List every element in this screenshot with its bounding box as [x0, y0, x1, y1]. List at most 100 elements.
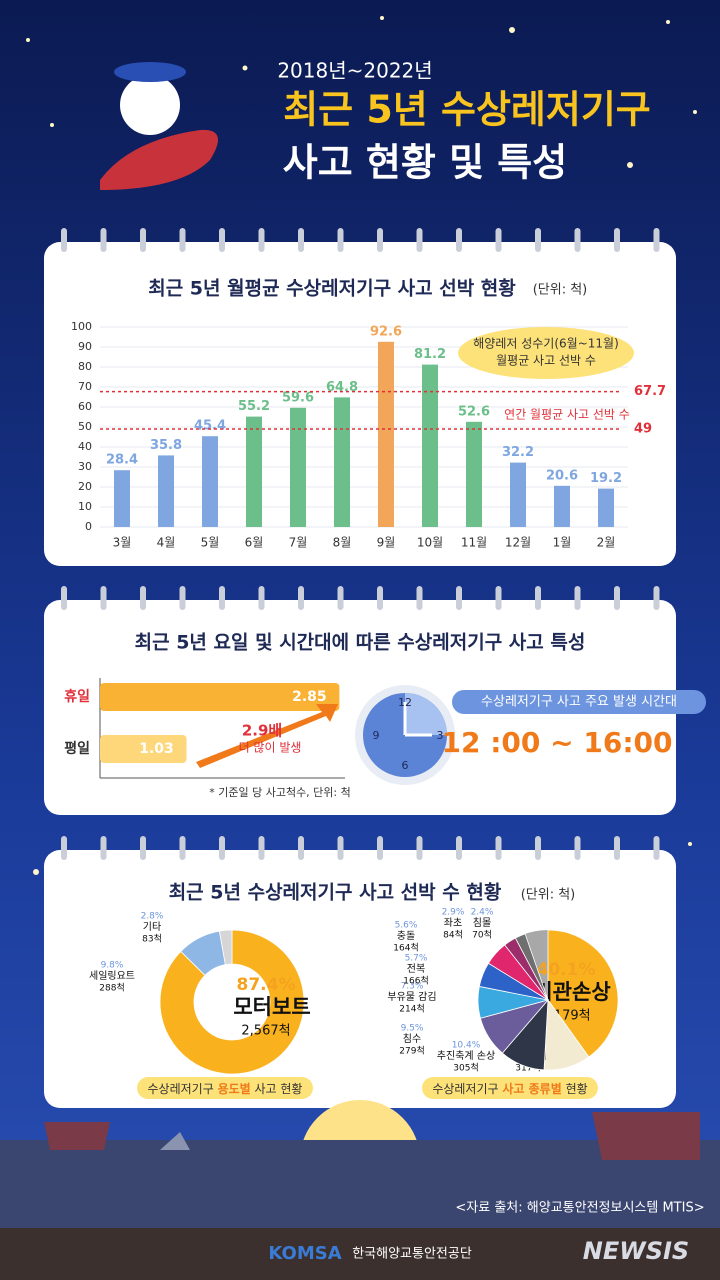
footer-agency: NEWSIS — [583, 1237, 689, 1265]
slice — [159, 929, 305, 1075]
star — [380, 16, 384, 20]
reference-value: 49 — [634, 422, 652, 437]
footer-logo: KOMSA — [268, 1243, 341, 1264]
data-label: 45.4 — [194, 419, 226, 434]
x-tick-label: 4월 — [157, 536, 176, 550]
section-title: 최근 5년 요일 및 시간대에 따른 수상레저기구 사고 특성 — [135, 632, 586, 654]
count-label: 288척 — [99, 983, 124, 994]
y-tick-label: 10 — [78, 500, 92, 513]
x-tick-label: 3월 — [113, 536, 132, 550]
y-tick-label: 60 — [78, 400, 92, 413]
callout — [458, 327, 634, 379]
binder-ring — [298, 228, 304, 252]
y-tick-label: 50 — [78, 420, 92, 433]
bar — [510, 462, 526, 527]
x-tick-label: 12월 — [505, 536, 531, 550]
source: <자료 출처: 해양교통안전정보시스템 MTIS> — [455, 1201, 704, 1216]
clock-label-pill — [452, 690, 706, 714]
annotation: 2.9배 — [242, 722, 282, 740]
binder-ring — [456, 586, 462, 610]
data-label: 59.6 — [282, 390, 314, 405]
star — [33, 869, 39, 875]
count-label: 305척 — [453, 1063, 478, 1074]
binder-ring — [61, 228, 67, 252]
binder-ring — [337, 586, 344, 610]
caption-part: 현황 — [562, 1082, 588, 1096]
star — [509, 27, 515, 33]
unit: (단위: 척) — [521, 888, 576, 903]
bar — [554, 485, 570, 527]
x-tick-label: 11월 — [461, 536, 487, 550]
bar — [246, 416, 262, 527]
bar — [158, 455, 174, 527]
category-label: 평일 — [64, 740, 90, 757]
bar — [598, 488, 614, 527]
stars — [26, 16, 697, 875]
bar — [334, 397, 350, 527]
value-label: 10.4% — [452, 1041, 481, 1051]
binder-ring — [614, 228, 620, 252]
caption-part: 수상레저기구 — [432, 1082, 502, 1096]
x-tick-label: 10월 — [417, 536, 443, 550]
category-label: 추진축계 손상 — [437, 1050, 495, 1062]
binder-ring — [61, 836, 67, 860]
bar — [378, 341, 394, 527]
count-label: 317척 — [515, 1063, 540, 1074]
binder-ring — [258, 836, 265, 860]
x-tick-label: 8월 — [333, 536, 352, 550]
x-tick-label: 5월 — [201, 536, 220, 550]
caption-pill — [137, 1077, 313, 1099]
caption: 수상레저기구 사고 종류별 현황 — [432, 1081, 587, 1096]
value-label: 5.7% — [405, 954, 428, 964]
binder-ring — [653, 228, 660, 252]
binder-ring — [535, 586, 541, 610]
bar — [290, 407, 306, 527]
binder-ring — [653, 836, 660, 860]
count-label: 83척 — [142, 934, 162, 945]
arrow — [196, 704, 338, 768]
category-label: 모터보트 — [233, 995, 310, 1019]
x-tick-label: 1월 — [553, 536, 572, 550]
y-tick-label: 30 — [78, 460, 92, 473]
jet-ski — [100, 129, 218, 190]
data-label: 19.2 — [590, 471, 622, 486]
category-label: 침몰 — [473, 917, 491, 929]
clock-dial: 9 — [373, 729, 380, 742]
footer — [0, 1228, 720, 1280]
star — [26, 38, 30, 42]
data-label: 28.4 — [106, 453, 138, 468]
slice — [514, 933, 549, 1001]
binder-ring — [416, 586, 423, 610]
binder-ring — [416, 836, 423, 860]
binder-ring — [140, 228, 146, 252]
bar — [466, 421, 482, 527]
category-label: 휴일 — [64, 689, 90, 705]
binder-ring — [456, 228, 462, 252]
slice — [218, 929, 233, 966]
binder-ring — [337, 836, 344, 860]
time-range — [405, 693, 447, 735]
bar — [202, 436, 218, 527]
value-label: 5.6% — [395, 921, 418, 931]
value-label: 87.4% — [237, 975, 296, 995]
binder-ring — [61, 586, 67, 610]
binder-ring — [140, 836, 146, 860]
data-label: 52.6 — [458, 404, 490, 419]
count-label: 214척 — [399, 1004, 424, 1015]
binder-ring — [100, 228, 107, 252]
binder-ring — [416, 228, 423, 252]
binder-ring — [535, 228, 541, 252]
binder-ring — [377, 586, 383, 610]
star — [627, 162, 633, 168]
binder-ring — [140, 586, 146, 610]
count-label: 166척 — [403, 976, 428, 987]
sea — [0, 1140, 720, 1228]
binder-ring — [495, 586, 502, 610]
binder-ring — [377, 836, 383, 860]
category-label: 충돌 — [397, 930, 415, 942]
caption-pill — [422, 1077, 598, 1099]
binder-ring — [574, 586, 581, 610]
binder-ring — [614, 836, 620, 860]
reference-label: 월평균 사고 선박 수 — [496, 354, 596, 368]
